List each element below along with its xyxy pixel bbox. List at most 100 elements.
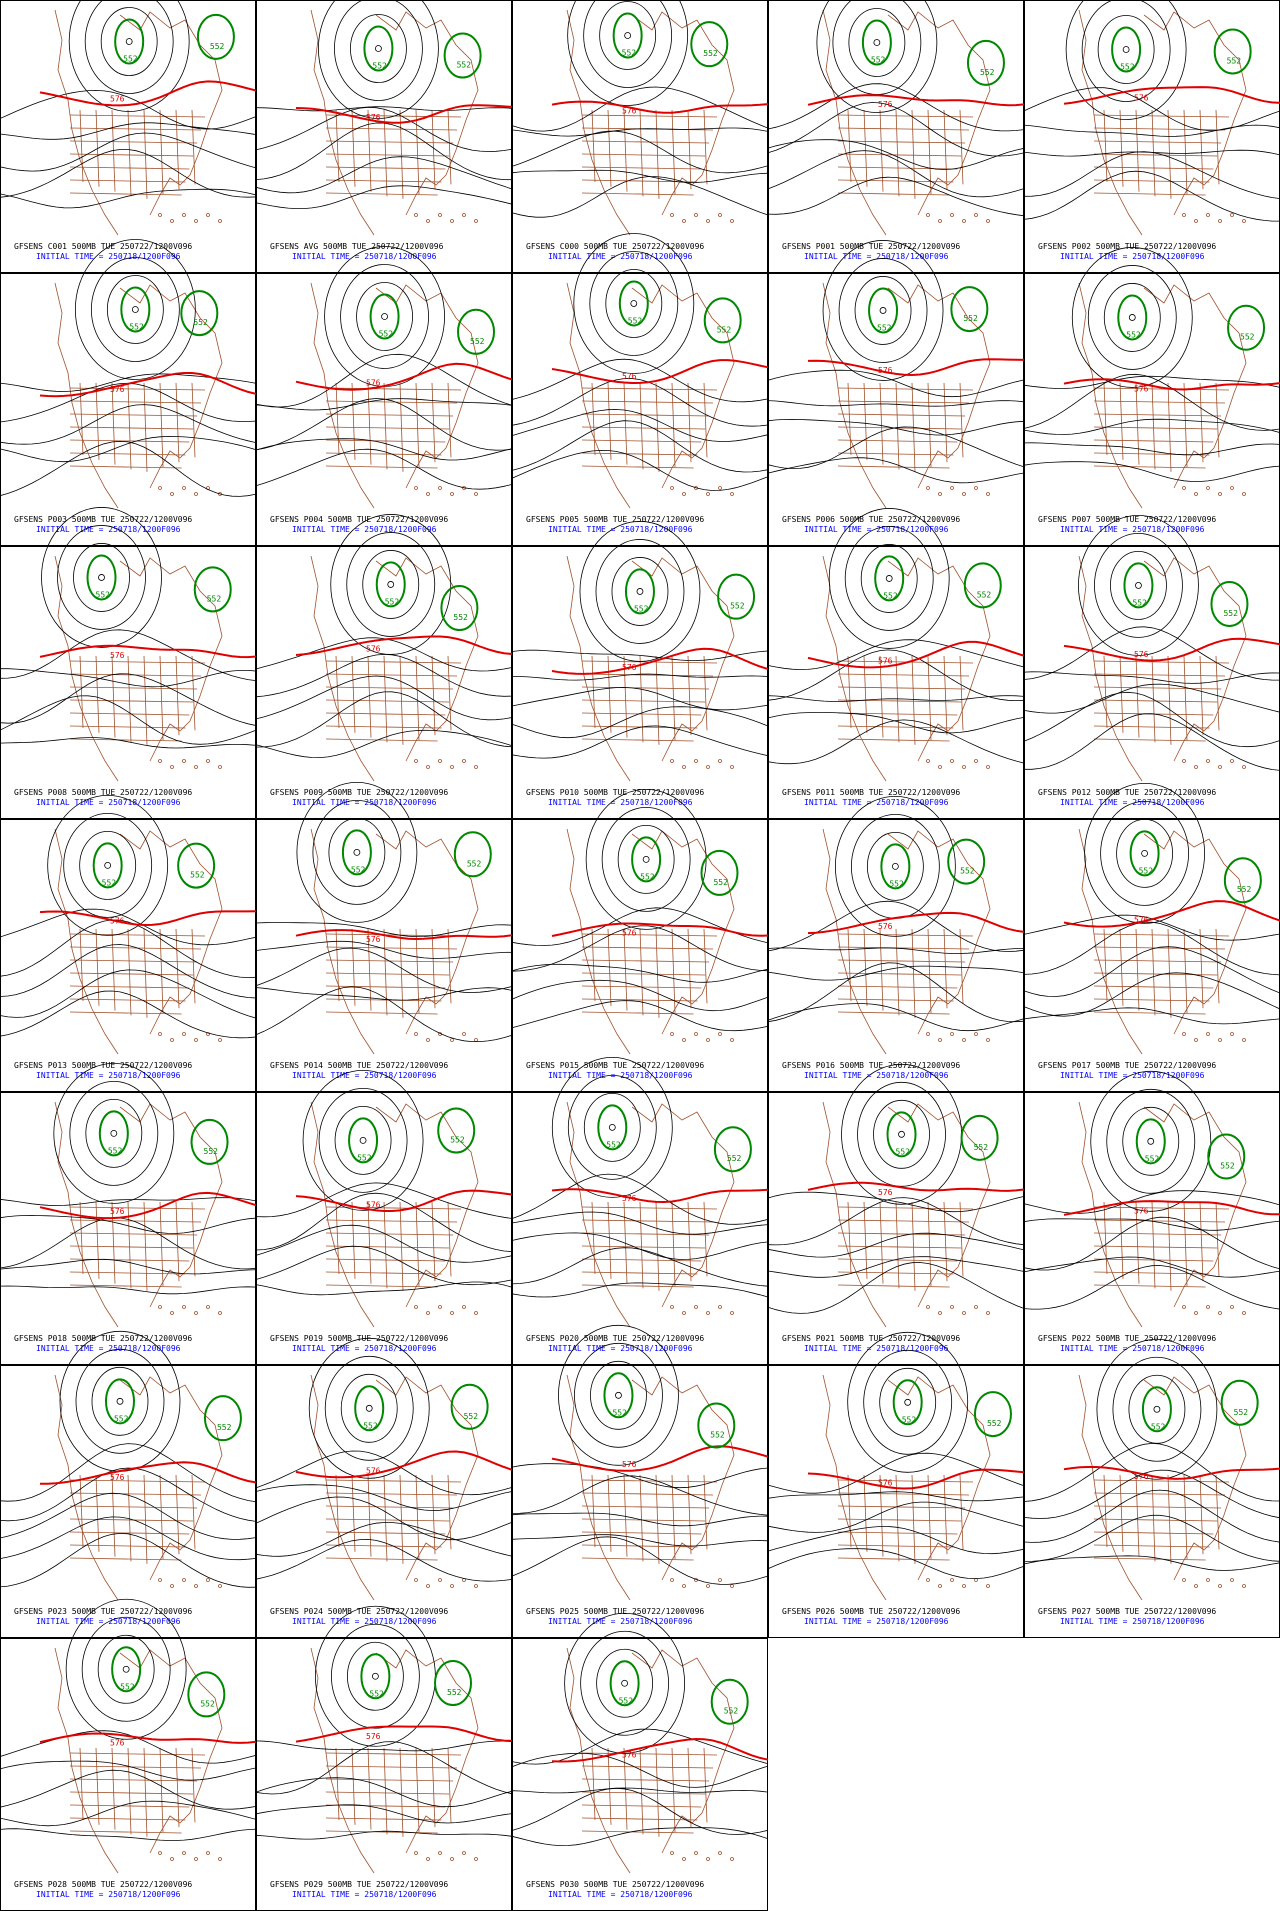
island <box>182 1851 186 1855</box>
panel-title: GFSENS P018 500MB TUE 250722/1200V096 <box>14 1334 192 1343</box>
contour-576 <box>295 635 513 656</box>
island <box>1218 492 1222 496</box>
height-contour <box>767 150 1025 198</box>
state-line <box>383 1747 388 1835</box>
state-line <box>79 1474 84 1548</box>
island <box>1218 219 1222 223</box>
state-line <box>671 109 676 195</box>
state-line <box>895 1201 900 1289</box>
state-line <box>1135 382 1140 465</box>
height-contour <box>255 1224 513 1263</box>
contour-label: 552 <box>217 1423 232 1432</box>
panel-subtitle: INITIAL TIME = 250718/1200F096 <box>548 1890 693 1899</box>
state-line <box>111 1201 116 1284</box>
height-contour <box>1023 691 1280 748</box>
height-contour <box>255 1740 513 1752</box>
island <box>158 486 162 490</box>
contour-label: 576 <box>878 100 893 109</box>
contour-552 <box>631 836 662 883</box>
map-panel: 576 552 552 GFSENS P027 500MB TUE 250722/12… <box>1023 1338 1280 1638</box>
panel-title: GFSENS P029 500MB TUE 250722/1200V096 <box>270 1880 448 1889</box>
contour-552 <box>1129 830 1160 877</box>
state-line <box>175 1474 180 1555</box>
map-panel: 576 552 552 GFSENS P020 500MB TUE 250722/12… <box>511 1056 769 1365</box>
island <box>414 1578 418 1582</box>
island <box>170 1857 174 1861</box>
panel-subtitle: INITIAL TIME = 250718/1200F096 <box>292 252 437 261</box>
state-line <box>127 1474 132 1562</box>
state-line <box>159 109 164 195</box>
state-line <box>581 933 718 937</box>
state-line <box>325 738 438 742</box>
height-contour <box>848 8 906 77</box>
island <box>1242 1584 1246 1588</box>
height-contour <box>362 550 420 619</box>
state-line <box>581 1271 698 1275</box>
state-line <box>69 387 206 391</box>
panel-border <box>256 1638 512 1911</box>
state-line <box>671 928 676 1014</box>
height-contour <box>1023 1190 1280 1214</box>
state-line <box>959 1474 964 1550</box>
state-line <box>325 699 450 703</box>
island <box>218 1311 222 1315</box>
panel-border <box>1024 0 1280 273</box>
island <box>426 765 430 769</box>
height-contour <box>1023 1489 1280 1543</box>
state-line <box>607 382 612 460</box>
contour-576 <box>807 94 1025 107</box>
height-contour <box>0 440 257 497</box>
state-line <box>447 1747 452 1823</box>
state-line <box>325 660 462 664</box>
state-line <box>191 109 196 185</box>
height-contour <box>0 1730 257 1764</box>
state-line <box>1183 655 1188 741</box>
island <box>962 1311 966 1315</box>
height-contour <box>1078 515 1199 656</box>
state-line <box>591 1201 596 1275</box>
state-line <box>447 928 452 1004</box>
coastline <box>1143 1376 1247 1581</box>
height-contour <box>767 1262 1025 1314</box>
island <box>438 759 442 763</box>
low-center <box>365 1404 373 1412</box>
island <box>474 1311 478 1315</box>
state-line <box>1093 1479 1230 1483</box>
contour-552 <box>963 562 1002 609</box>
island <box>1206 1305 1210 1309</box>
state-line <box>69 686 198 690</box>
height-contour <box>767 102 1025 157</box>
island <box>730 219 734 223</box>
map-panel: 576 552 552 GFSENS P030 500MB TUE 250722/12… <box>511 1612 769 1911</box>
coastline <box>54 9 119 236</box>
state-line <box>325 1765 458 1769</box>
height-contour <box>340 1373 398 1443</box>
state-line <box>671 1201 676 1287</box>
panel-subtitle: INITIAL TIME = 250718/1200F096 <box>548 252 693 261</box>
state-line <box>1093 1206 1230 1210</box>
island <box>1230 486 1234 490</box>
state-line <box>581 1817 698 1821</box>
contour-552 <box>1141 1386 1172 1433</box>
panel-subtitle: INITIAL TIME = 250718/1200F096 <box>548 798 693 807</box>
panel-title: GFSENS P007 500MB TUE 250722/1200V096 <box>1038 515 1216 524</box>
contour-label: 576 <box>878 922 893 931</box>
state-line <box>1215 382 1220 458</box>
contour-552 <box>597 1104 628 1151</box>
coastline <box>887 830 991 1035</box>
contour-label: 576 <box>622 663 637 672</box>
contour-label: 552 <box>129 322 144 331</box>
island <box>718 1305 722 1309</box>
state-line <box>1093 426 1218 430</box>
state-line <box>351 109 356 187</box>
height-contour <box>857 1081 946 1187</box>
island <box>730 1857 734 1861</box>
contour-label: 552 <box>123 55 138 64</box>
contour-label: 552 <box>1151 1422 1166 1431</box>
contour-576 <box>39 1191 257 1220</box>
state-line <box>1135 655 1140 738</box>
height-contour <box>0 1467 257 1522</box>
island <box>706 219 710 223</box>
height-contour <box>511 409 769 442</box>
height-contour <box>0 132 257 172</box>
